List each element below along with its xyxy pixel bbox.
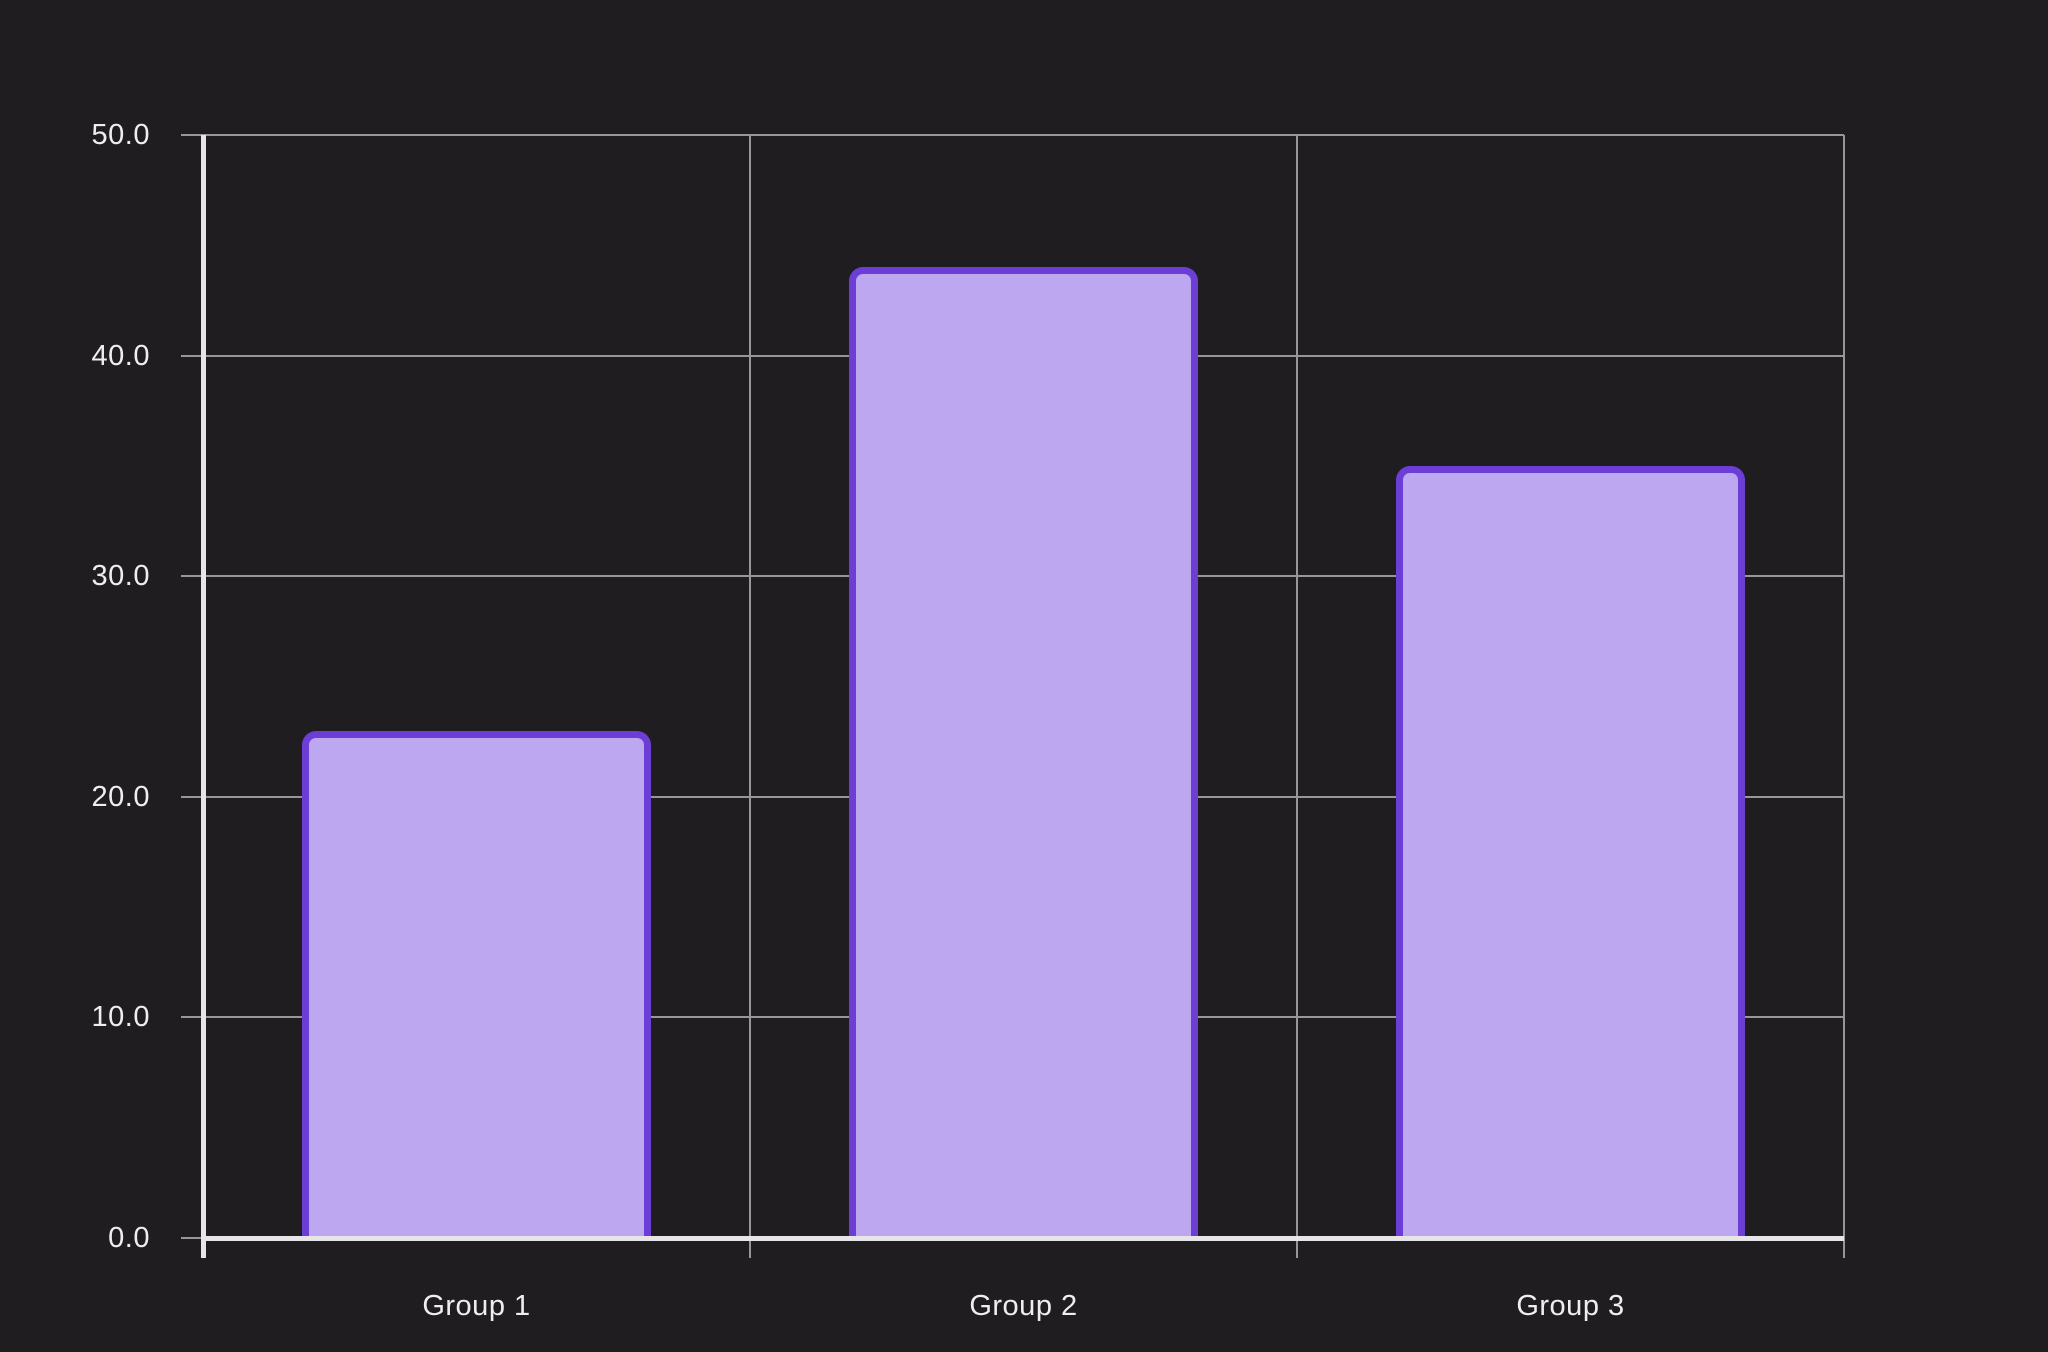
y-axis-line [201, 135, 206, 1258]
y-axis-tick-label: 20.0 [91, 780, 150, 813]
bar-group-1[interactable] [302, 730, 651, 1238]
y-axis-tick-label: 0.0 [108, 1222, 150, 1254]
x-axis-category-label: Group 2 [969, 1290, 1078, 1322]
y-axis-tick-mark [181, 1237, 203, 1239]
bar-group-2[interactable] [849, 267, 1198, 1238]
y-axis-tick-mark [181, 354, 203, 357]
gridline-horizontal [203, 134, 1844, 136]
y-axis-tick-label: 50.0 [91, 119, 150, 151]
y-axis-tick-mark [181, 795, 203, 798]
x-axis-line [203, 1236, 1844, 1241]
plot-area: 0.0 10.0 20.0 30.0 40.0 50.0 Group 1 Group 2 Gro… [92, 119, 1845, 1322]
x-axis-category-label: Group 1 [422, 1290, 531, 1322]
gridline-vertical [749, 135, 751, 1238]
y-axis-tick-label: 10.0 [91, 1001, 150, 1034]
gridline-vertical [1296, 135, 1298, 1238]
bar-group-3[interactable] [1396, 465, 1745, 1238]
y-axis-tick-label: 30.0 [91, 560, 150, 593]
y-axis-tick-mark [181, 134, 203, 136]
x-axis-category-label: Group 3 [1516, 1290, 1625, 1322]
y-axis-tick-label: 40.0 [91, 339, 150, 372]
x-axis-tick-mark [749, 1238, 751, 1258]
x-axis-tick-mark [1843, 1238, 1845, 1258]
x-axis-tick-mark [1296, 1238, 1298, 1258]
gridline-vertical [1843, 135, 1845, 1238]
y-axis-tick-mark [181, 1016, 203, 1019]
y-axis-tick-mark [181, 575, 203, 578]
